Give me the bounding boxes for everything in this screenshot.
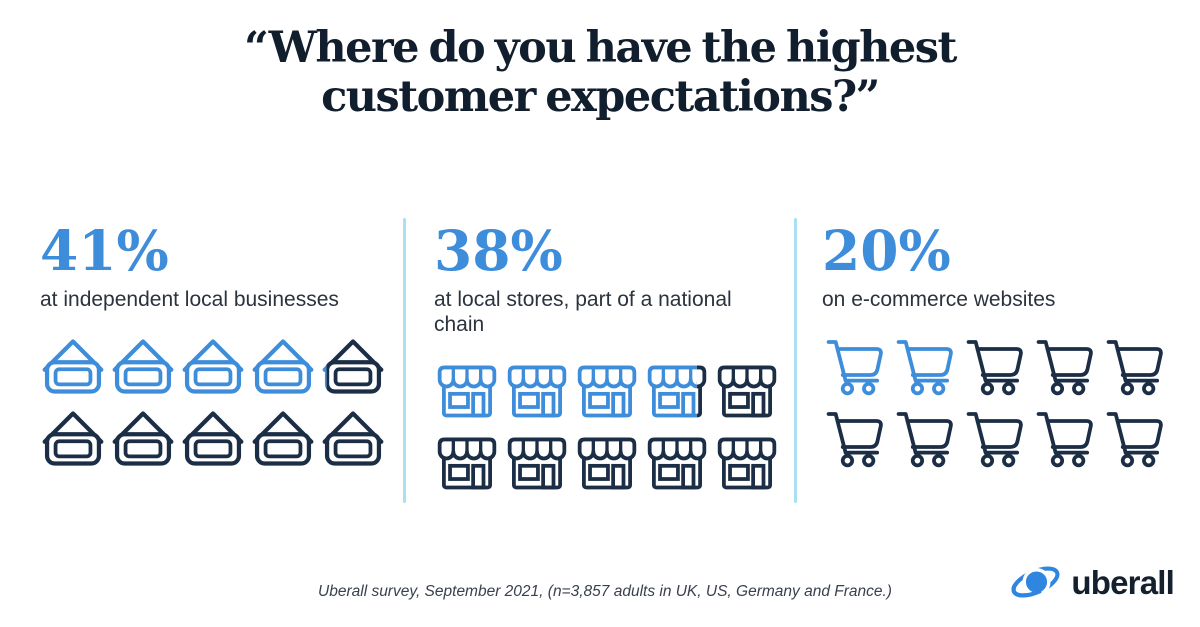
stat-national-chain-stores: 38% at local stores, part of a national … bbox=[434, 222, 786, 494]
storefront-icon bbox=[574, 360, 640, 422]
shopping-cart-icon bbox=[1102, 407, 1168, 469]
shopping-cart-icon bbox=[822, 335, 888, 397]
house-sign-icon bbox=[40, 335, 106, 397]
house-sign-icon bbox=[320, 407, 386, 469]
house-sign-icon bbox=[180, 335, 246, 397]
title-line-1: “Where do you have the highest bbox=[244, 23, 957, 73]
pictogram-grid-houses bbox=[40, 335, 392, 469]
house-sign-icon bbox=[250, 407, 316, 469]
shopping-cart-icon bbox=[1032, 407, 1098, 469]
storefront-icon bbox=[644, 360, 710, 422]
column-divider bbox=[403, 218, 406, 503]
storefront-icon bbox=[714, 360, 780, 422]
pictogram-grid-storefronts bbox=[434, 360, 786, 494]
stat-percent: 41% bbox=[40, 218, 169, 283]
house-sign-icon bbox=[180, 407, 246, 469]
storefront-icon bbox=[434, 360, 500, 422]
storefront-icon bbox=[504, 432, 570, 494]
storefront-icon bbox=[574, 432, 640, 494]
house-sign-icon bbox=[40, 407, 106, 469]
shopping-cart-icon bbox=[962, 407, 1028, 469]
shopping-cart-icon bbox=[892, 335, 958, 397]
stat-label: at independent local businesses bbox=[40, 287, 339, 311]
storefront-icon bbox=[714, 432, 780, 494]
stat-ecommerce-websites: 20% on e-commerce websites bbox=[822, 222, 1174, 469]
shopping-cart-icon bbox=[962, 335, 1028, 397]
stat-percent: 38% bbox=[434, 218, 563, 283]
shopping-cart-icon bbox=[892, 407, 958, 469]
uberall-planet-icon bbox=[1009, 555, 1062, 609]
pictogram-grid-carts bbox=[822, 335, 1174, 469]
house-sign-icon bbox=[110, 407, 176, 469]
stat-percent: 20% bbox=[822, 218, 951, 283]
title-line-2: customer expectations?” bbox=[321, 72, 880, 123]
house-sign-icon bbox=[110, 335, 176, 397]
uberall-wordmark: uberall bbox=[1071, 563, 1174, 601]
house-sign-icon bbox=[320, 335, 386, 397]
storefront-icon bbox=[644, 432, 710, 494]
shopping-cart-icon bbox=[1102, 335, 1168, 397]
stat-independent-local-businesses: 41% at independent local businesses bbox=[40, 222, 392, 469]
storefront-icon bbox=[434, 432, 500, 494]
house-sign-icon bbox=[250, 335, 316, 397]
shopping-cart-icon bbox=[822, 407, 888, 469]
column-divider bbox=[794, 218, 797, 503]
stat-label: at local stores, part of a national chai… bbox=[434, 287, 732, 336]
survey-footnote: Uberall survey, September 2021, (n=3,857… bbox=[318, 583, 892, 600]
shopping-cart-icon bbox=[1032, 335, 1098, 397]
storefront-icon bbox=[504, 360, 570, 422]
uberall-logo: uberall bbox=[1009, 555, 1175, 609]
stat-label: on e-commerce websites bbox=[822, 287, 1056, 311]
page-title: “Where do you have the highest customer e… bbox=[0, 23, 1200, 123]
